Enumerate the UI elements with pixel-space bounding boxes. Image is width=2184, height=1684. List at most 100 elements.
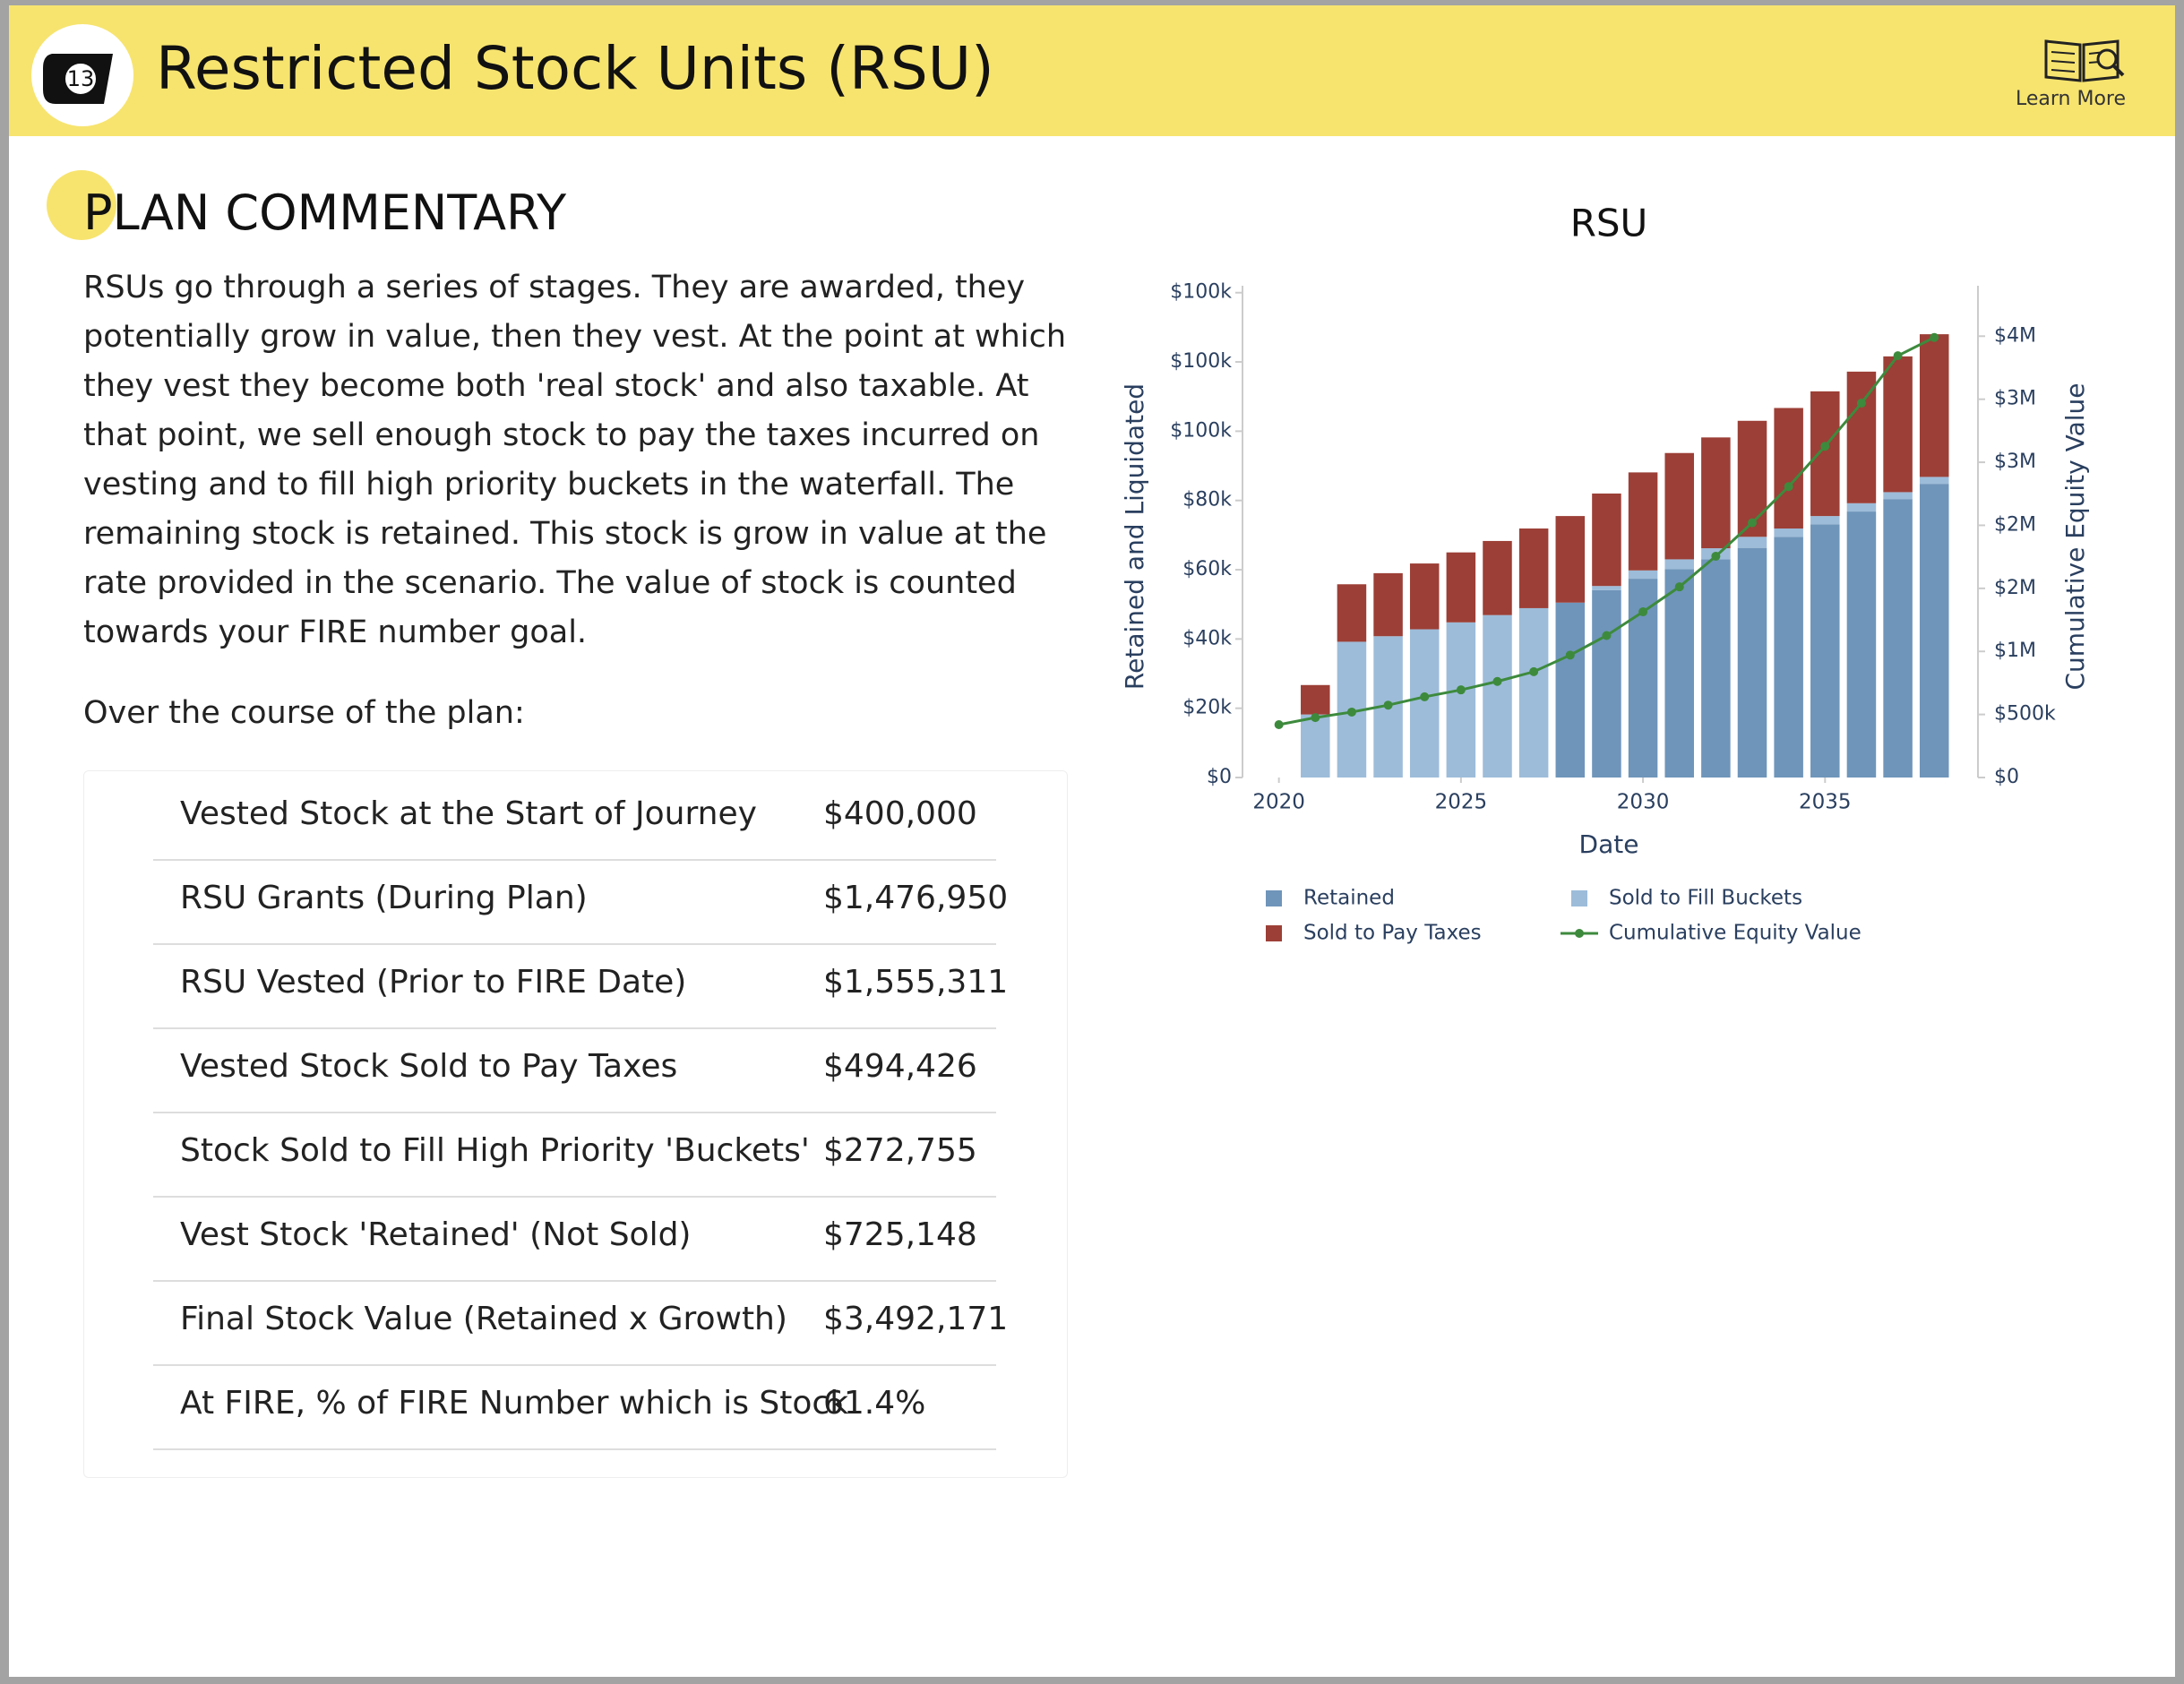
row-label: Vested Stock at the Start of Journey — [180, 795, 757, 832]
bar — [1919, 334, 1949, 477]
line-point — [1311, 713, 1320, 723]
legend-swatch-dot — [1575, 929, 1584, 938]
y-tick-label: $0 — [1207, 766, 1232, 788]
bar — [1919, 484, 1949, 778]
bar — [1701, 559, 1731, 778]
table-row: Vested Stock Sold to Pay Taxes $494,426 — [153, 1028, 996, 1113]
bar — [1483, 614, 1512, 778]
line-point — [1748, 518, 1758, 528]
line-point — [1565, 650, 1575, 660]
y-tick-label: $60k — [1182, 558, 1232, 580]
x-tick-label: 2020 — [1252, 791, 1305, 814]
legend-label: Cumulative Equity Value — [1609, 922, 1862, 945]
bar — [1810, 524, 1840, 778]
bar — [1446, 552, 1476, 623]
legend-label: Sold to Pay Taxes — [1303, 922, 1482, 945]
bar — [1883, 492, 1913, 500]
bar — [1664, 569, 1694, 778]
y2-tick-label: $4M — [1994, 324, 2036, 347]
bar — [1664, 559, 1694, 570]
table-row: Final Stock Value (Retained x Growth) $3,… — [153, 1281, 1008, 1366]
legend-swatch — [1266, 925, 1282, 941]
line-point — [1383, 700, 1393, 710]
line-point — [1638, 607, 1648, 617]
bar — [1774, 408, 1803, 529]
heading-dot — [47, 170, 116, 240]
y-axis-title: Retained and Liquidated — [1120, 383, 1149, 690]
legend-swatch — [1571, 890, 1587, 906]
badge: 13 — [31, 24, 133, 126]
row-value: $272,755 — [823, 1132, 977, 1169]
y-tick-label: $40k — [1182, 627, 1232, 649]
bar — [1446, 622, 1476, 778]
table-row: At FIRE, % of FIRE Number which is Stock… — [153, 1365, 996, 1450]
row-label: Final Stock Value (Retained x Growth) — [180, 1301, 787, 1337]
bar — [1701, 437, 1731, 549]
row-label: Stock Sold to Fill High Priority 'Bucket… — [180, 1132, 810, 1169]
bar — [1555, 602, 1586, 778]
y2-tick-label: $500k — [1994, 703, 2056, 726]
row-value: $494,426 — [823, 1048, 977, 1085]
bar — [1883, 499, 1913, 778]
bar — [1409, 563, 1440, 630]
learn-more[interactable]: Learn More — [2016, 88, 2127, 110]
row-label: Vest Stock 'Retained' (Not Sold) — [180, 1216, 692, 1253]
badge-number: 13 — [67, 66, 95, 91]
bar — [1592, 493, 1621, 587]
x-tick-label: 2035 — [1799, 791, 1852, 814]
line-point — [1856, 399, 1866, 408]
line-point — [1492, 676, 1502, 686]
bar — [1737, 420, 1767, 537]
book-icon[interactable] — [2041, 32, 2127, 86]
row-label: At FIRE, % of FIRE Number which is Stock — [180, 1385, 849, 1422]
row-value: $1,476,950 — [823, 880, 1009, 916]
chart-title: RSU — [1570, 202, 1648, 245]
chart: RSU Date Retained and Liquidated Cumulat… — [1120, 202, 2090, 945]
table-row: RSU Vested (Prior to FIRE Date) $1,555,31… — [153, 944, 1008, 1029]
bar — [1628, 472, 1658, 571]
bar — [1774, 537, 1803, 778]
bar — [1737, 547, 1767, 778]
bar — [1592, 589, 1621, 778]
bar — [1846, 371, 1877, 503]
line-point — [1893, 351, 1903, 361]
line-point — [1420, 692, 1430, 701]
line-point — [1346, 707, 1356, 717]
y-tick-label: $100k — [1170, 419, 1232, 442]
bar — [1664, 452, 1694, 560]
bar — [1628, 570, 1658, 580]
table-intro: Over the course of the plan: — [83, 695, 525, 731]
table-row: RSU Grants (During Plan) $1,476,950 — [153, 860, 1008, 945]
y2-tick-label: $2M — [1994, 513, 2036, 536]
y2-tick-label: $0 — [1994, 766, 2019, 788]
line-point — [1930, 332, 1939, 342]
y2-axis-title: Cumulative Equity Value — [2060, 382, 2090, 690]
legend-swatch — [1266, 890, 1282, 906]
row-value: 61.4% — [823, 1385, 926, 1422]
line-point — [1674, 582, 1684, 592]
line-point — [1820, 442, 1830, 451]
bar — [1483, 540, 1512, 615]
bar — [1883, 356, 1913, 493]
bar — [1518, 528, 1549, 608]
bar — [1337, 584, 1367, 642]
y2-tick-label: $3M — [1994, 388, 2036, 410]
y-tick-label: $20k — [1182, 697, 1232, 719]
bar — [1518, 607, 1549, 778]
legend-label: Retained — [1303, 887, 1395, 910]
row-value: $1,555,311 — [823, 964, 1009, 1001]
legend-label: Sold to Fill Buckets — [1609, 887, 1802, 910]
x-axis-title: Date — [1579, 829, 1639, 859]
table-row: Stock Sold to Fill High Priority 'Bucket… — [153, 1113, 996, 1198]
line-point — [1529, 666, 1539, 676]
bar — [1846, 511, 1877, 778]
commentary-text: RSUs go through a series of stages. They… — [83, 270, 1066, 650]
row-value: $725,148 — [823, 1216, 977, 1253]
page-title: Restricted Stock Units (RSU) — [156, 34, 994, 103]
line-point — [1711, 551, 1721, 561]
section-heading: PLAN COMMENTARY — [83, 185, 567, 241]
header: 13 Restricted Stock Units (RSU) Learn Mo… — [9, 5, 2175, 136]
bar — [1409, 629, 1440, 778]
line-point — [1274, 720, 1284, 730]
